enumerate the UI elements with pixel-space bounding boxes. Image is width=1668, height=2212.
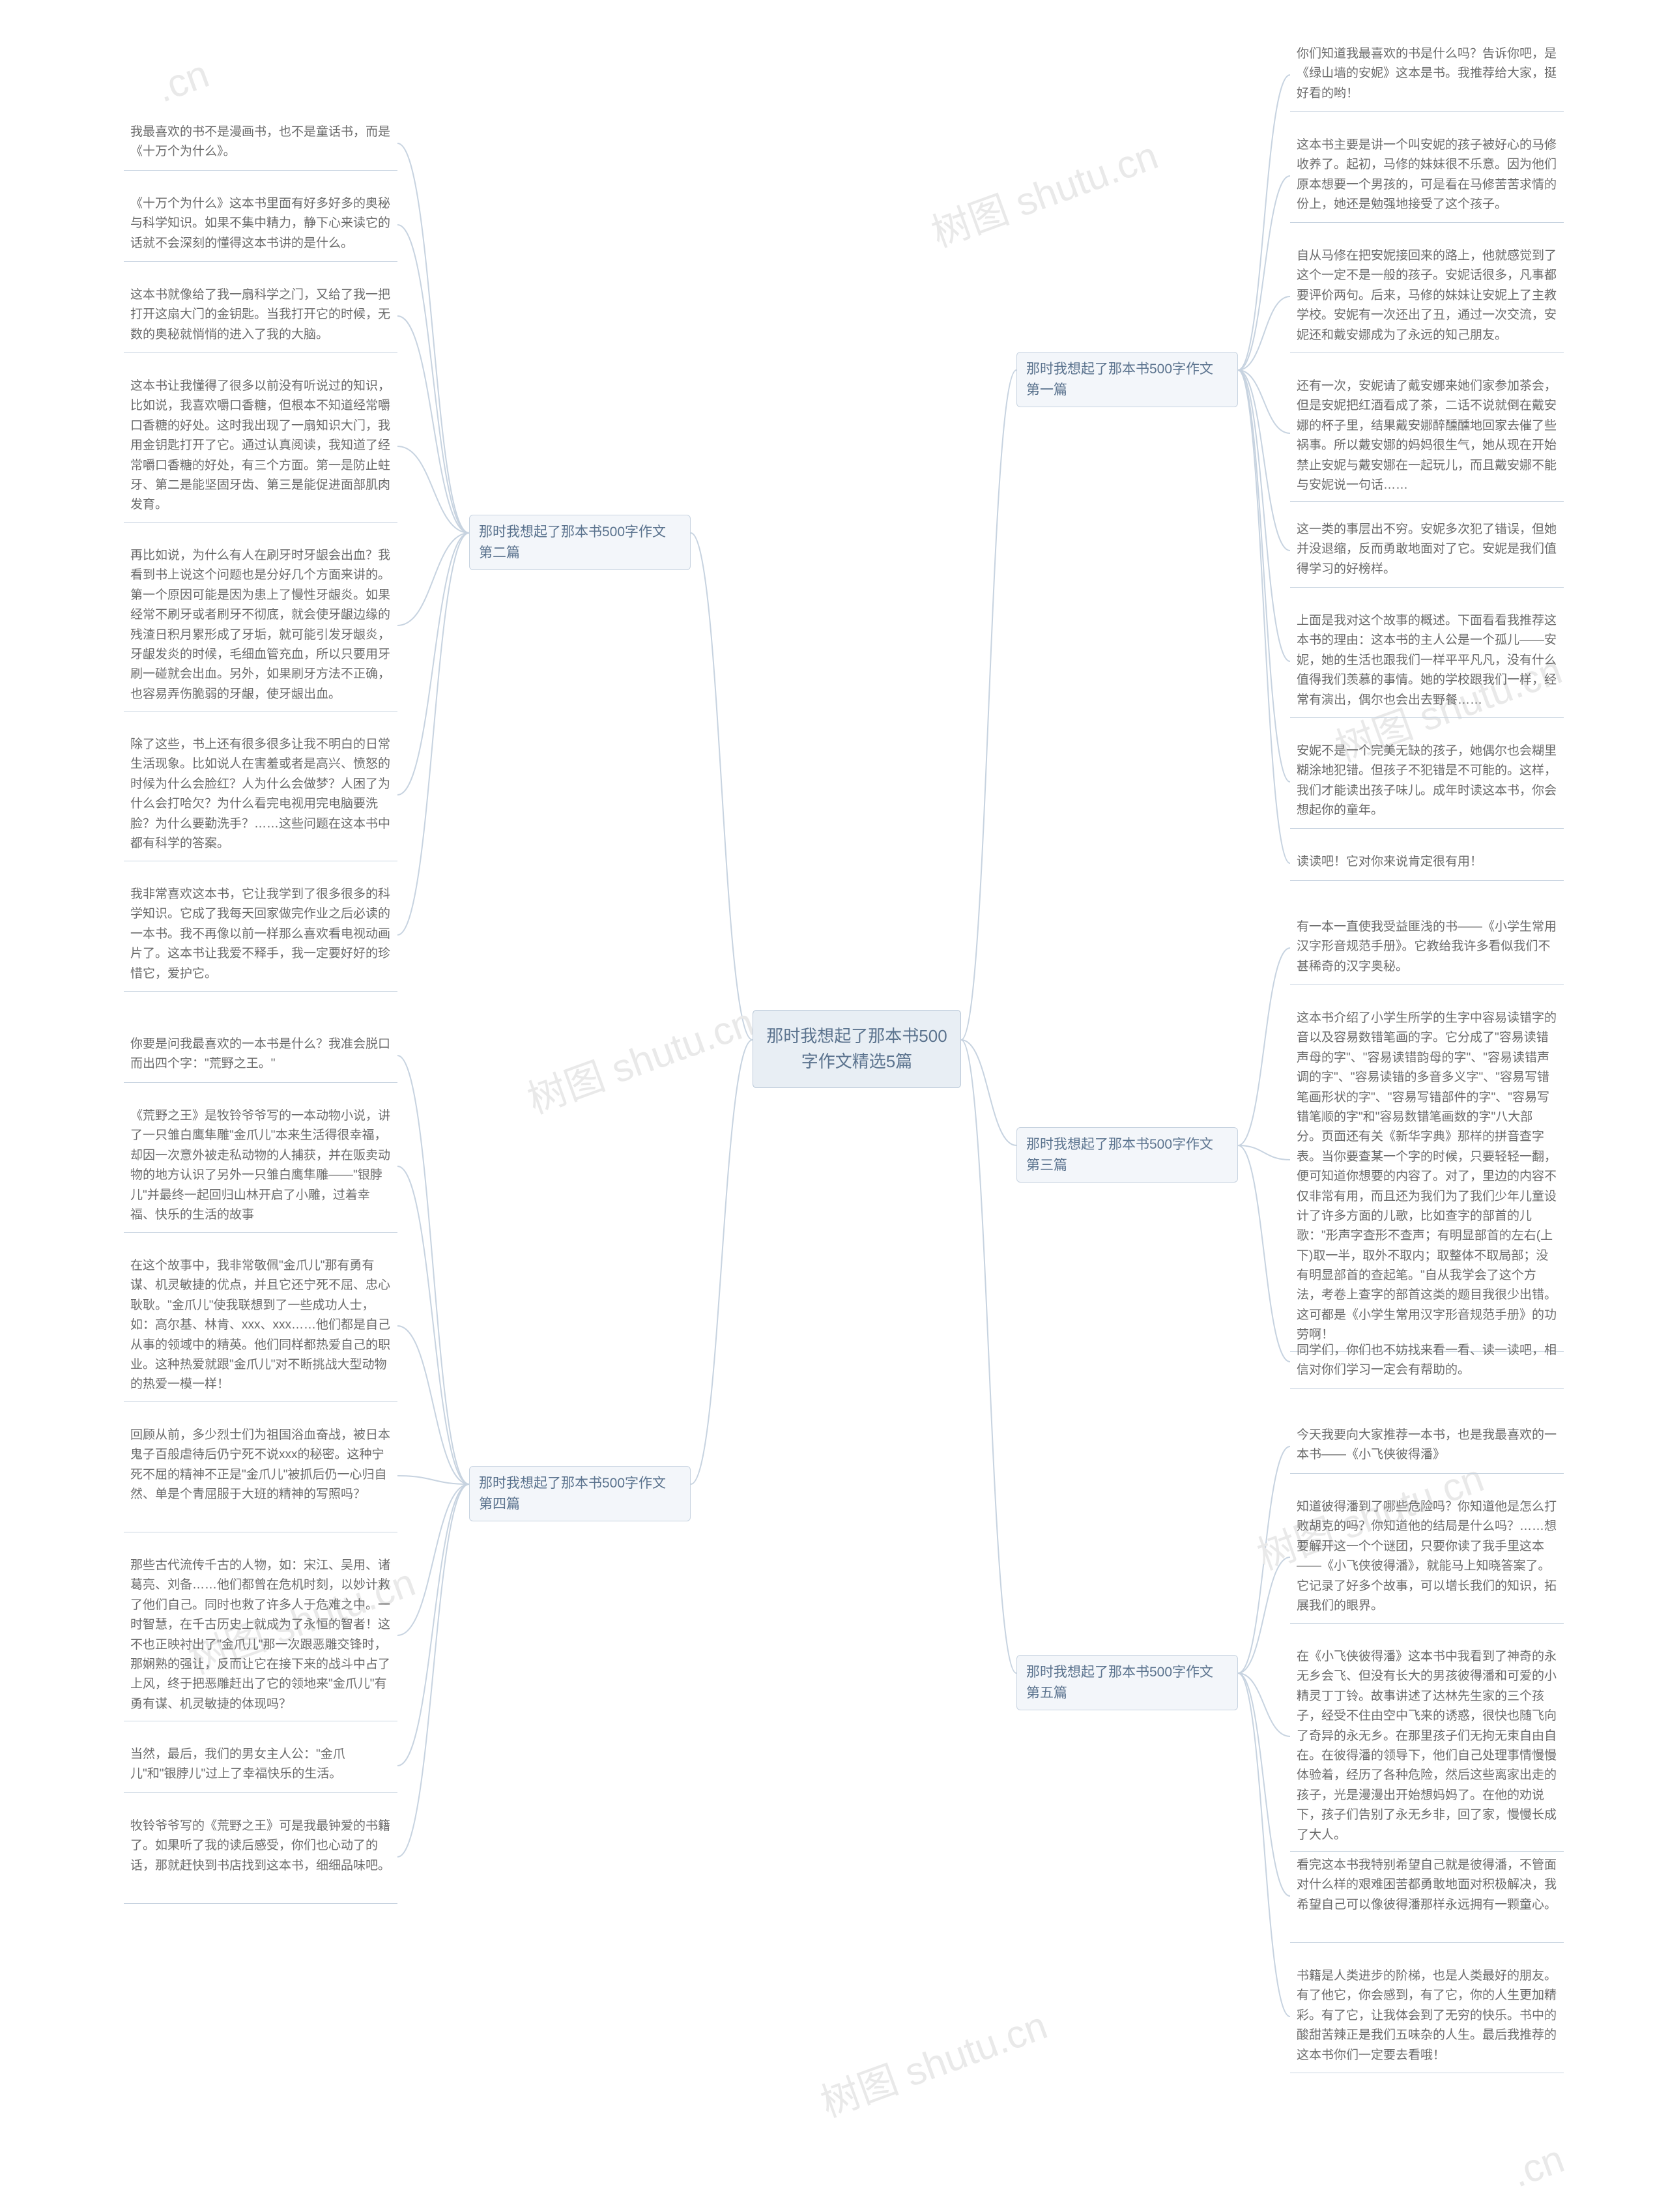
leaf-node: 有一本一直使我受益匪浅的书——《小学生常用汉字形音规范手册》。它教给我许多看似我… xyxy=(1290,912,1564,984)
leaf-node: 在这个故事中，我非常敬佩"金爪儿"那有勇有谋、机灵敏捷的优点，并且它还宁死不屈、… xyxy=(124,1251,397,1401)
leaf-node: 这本书让我懂得了很多以前没有听说过的知识，比如说，我喜欢嚼口香糖，但根本不知道经… xyxy=(124,371,397,521)
branch-b4: 那时我想起了那本书500字作文 第四篇 xyxy=(469,1466,691,1521)
leaf-node: 上面是我对这个故事的概述。下面看看我推荐这本书的理由：这本书的主人公是一个孤儿—… xyxy=(1290,606,1564,717)
leaf-node: 安妮不是一个完美无缺的孩子，她偶尔也会糊里糊涂地犯错。但孩子不犯错是不可能的。这… xyxy=(1290,736,1564,827)
branch-b1: 那时我想起了那本书500字作文 第一篇 xyxy=(1016,352,1238,407)
leaf-node: 当然，最后，我们的男女主人公："金爪儿"和"银脖儿"过上了幸福快乐的生活。 xyxy=(124,1740,397,1792)
branch-b3: 那时我想起了那本书500字作文 第三篇 xyxy=(1016,1127,1238,1183)
leaf-node: 看完这本书我特别希望自己就是彼得潘，不管面对什么样的艰难困苦都勇敢地面对积极解决… xyxy=(1290,1850,1564,1942)
leaf-node: 《十万个为什么》这本书里面有好多好多的奥秘与科学知识。如果不集中精力，静下心来读… xyxy=(124,189,397,261)
leaf-node: 今天我要向大家推荐一本书，也是我最喜欢的一本书——《小飞侠彼得潘》 xyxy=(1290,1420,1564,1472)
leaf-node: 在《小飞侠彼得潘》这本书中我看到了神奇的永无乡会飞、但没有长大的男孩彼得潘和可爱… xyxy=(1290,1642,1564,1850)
leaf-node: 牧铃爷爷写的《荒野之王》可是我最钟爱的书籍了。如果听了我的读后感受，你们也心动了… xyxy=(124,1811,397,1903)
leaf-node: 除了这些，书上还有很多很多让我不明白的日常生活现象。比如说人在害羞或者是高兴、愤… xyxy=(124,730,397,860)
branch-b2: 那时我想起了那本书500字作文 第二篇 xyxy=(469,515,691,570)
leaf-node: 回顾从前，多少烈士们为祖国浴血奋战，被日本鬼子百般虐待后仍宁死不说xxx的秘密。… xyxy=(124,1420,397,1531)
leaf-node: 你们知道我最喜欢的书是什么吗？告诉你吧，是《绿山墙的安妮》这本是书。我推荐给大家… xyxy=(1290,39,1564,111)
leaf-node: 这本书介绍了小学生所学的生字中容易读错字的音以及容易数错笔画的字。它分成了"容易… xyxy=(1290,1003,1564,1351)
branch-b5: 那时我想起了那本书500字作文 第五篇 xyxy=(1016,1655,1238,1710)
leaf-node: 还有一次，安妮请了戴安娜来她们家参加茶会，但是安妮把红酒看成了茶，二话不说就倒在… xyxy=(1290,371,1564,500)
leaf-node: 书籍是人类进步的阶梯，也是人类最好的朋友。有了他它，你会感到，有了它，你的人生更… xyxy=(1290,1961,1564,2072)
leaf-node: 同学们，你们也不妨找来看一看、读一读吧，相信对你们学习一定会有帮助的。 xyxy=(1290,1336,1564,1388)
leaf-node: 我非常喜欢这本书，它让我学到了很多很多的科学知识。它成了我每天回家做完作业之后必… xyxy=(124,880,397,990)
leaf-node: 我最喜欢的书不是漫画书，也不是童话书，而是《十万个为什么》。 xyxy=(124,117,397,169)
leaf-node: 那些古代流传千古的人物，如：宋江、吴用、诸葛亮、刘备……他们都曾在危机时刻，以妙… xyxy=(124,1551,397,1720)
leaf-node: 《荒野之王》是牧铃爷爷写的一本动物小说，讲了一只雏白鹰隼雕"金爪儿"本来生活得很… xyxy=(124,1101,397,1231)
root-node: 那时我想起了那本书500字作文精选5篇 xyxy=(753,1010,961,1088)
leaf-node: 这本书就像给了我一扇科学之门，又给了我一把打开这扇大门的金钥匙。当我打开它的时候… xyxy=(124,280,397,352)
leaf-node: 这本书主要是讲一个叫安妮的孩子被好心的马修收养了。起初，马修的妹妹很不乐意。因为… xyxy=(1290,130,1564,222)
leaf-node: 再比如说，为什么有人在刷牙时牙龈会出血？我看到书上说这个问题也是分好几个方面来讲… xyxy=(124,541,397,710)
leaf-node: 这一类的事层出不穷。安妮多次犯了错误，但她并没退缩，反而勇敢地面对了它。安妮是我… xyxy=(1290,515,1564,586)
leaf-node: 读读吧！它对你来说肯定很有用！ xyxy=(1290,847,1564,880)
leaf-node: 你要是问我最喜欢的一本书是什么？我准会脱口而出四个字："荒野之王。" xyxy=(124,1029,397,1082)
leaf-node: 知道彼得潘到了哪些危险吗？你知道他是怎么打败胡克的吗？你知道他的结局是什么吗？…… xyxy=(1290,1492,1564,1622)
leaf-node: 自从马修在把安妮接回来的路上，他就感觉到了这个一定不是一般的孩子。安妮话很多，凡… xyxy=(1290,241,1564,352)
